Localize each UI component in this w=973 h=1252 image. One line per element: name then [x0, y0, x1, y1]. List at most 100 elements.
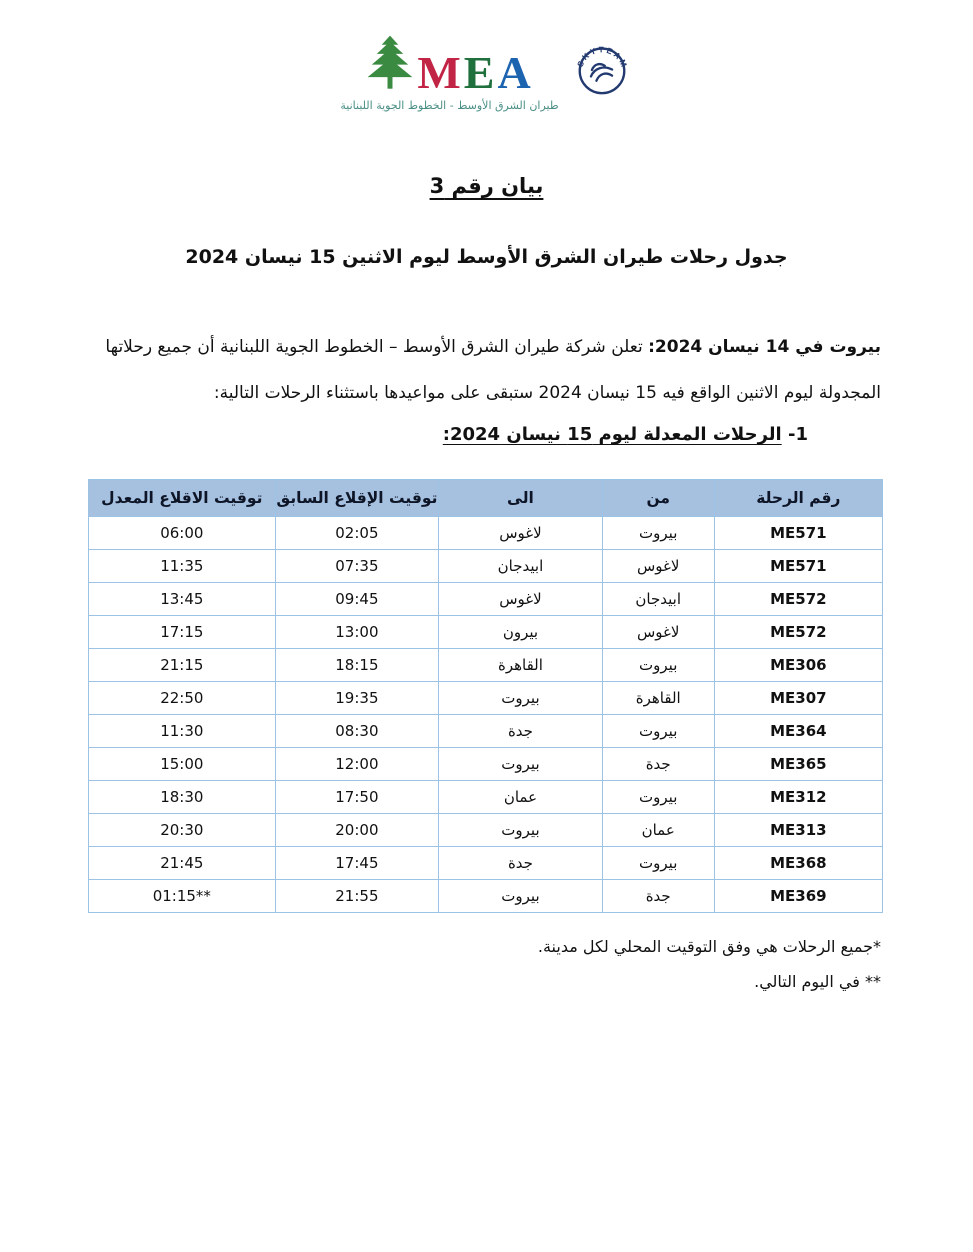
- skyteam-label: SKYTEAM: [575, 45, 626, 70]
- previous-time-cell: 20:00: [274, 813, 440, 847]
- flight-number-cell: ME368: [713, 846, 884, 880]
- flight-schedule-table: رقم الرحلة من الى توقيت الإقلاع السابق ت…: [88, 479, 884, 913]
- mea-wordmark: MEA: [417, 47, 534, 98]
- origin-cell: لاغوس: [601, 549, 715, 583]
- previous-time-cell: 13:00: [274, 615, 440, 649]
- flight-number-cell: ME572: [713, 615, 884, 649]
- statement-number-title: بيان رقم 3: [429, 174, 544, 198]
- revised-time-cell: 20:30: [88, 813, 276, 847]
- flight-number-cell: ME364: [713, 714, 884, 748]
- flight-number-cell: ME572: [713, 582, 884, 616]
- origin-cell: عمان: [601, 813, 715, 847]
- logo-row: MEA طيران الشرق الأوسط - الخطوط الجوية ا…: [0, 0, 973, 112]
- destination-cell: بيروت: [438, 747, 603, 781]
- revised-time-cell: 22:50: [88, 681, 276, 715]
- destination-cell: بيروت: [438, 813, 603, 847]
- revised-time-cell: 17:15: [88, 615, 276, 649]
- list-number: 1-: [787, 424, 808, 445]
- previous-time-cell: 21:55: [274, 879, 440, 913]
- previous-time-cell: 18:15: [274, 648, 440, 682]
- origin-cell: لاغوس: [601, 615, 715, 649]
- destination-cell: جدة: [438, 714, 603, 748]
- table-row: ME572 لاغوس بيرون 13:00 17:15: [88, 615, 884, 649]
- destination-cell: بيروت: [438, 681, 603, 715]
- revised-time-cell: 21:45: [88, 846, 276, 880]
- origin-cell: بيروت: [601, 714, 715, 748]
- previous-time-cell: 17:45: [274, 846, 440, 880]
- previous-time-cell: 02:05: [274, 516, 440, 550]
- origin-cell: بيروت: [601, 780, 715, 814]
- flight-number-cell: ME369: [713, 879, 884, 913]
- modified-flights-heading: 1- الرحلات المعدلة ليوم 15 نيسان 2024:: [0, 424, 973, 445]
- table-row: ME572 ابيدجان لاغوس 09:45 13:45: [88, 582, 884, 616]
- flight-number-cell: ME365: [713, 747, 884, 781]
- footnote-next-day: ** في اليوم التالي.: [754, 972, 881, 991]
- table-header-row: رقم الرحلة من الى توقيت الإقلاع السابق ت…: [88, 479, 884, 517]
- previous-time-cell: 12:00: [274, 747, 440, 781]
- table-row: ME369 جدة بيروت 21:55 01:15**: [88, 879, 884, 913]
- svg-text:SKYTEAM: SKYTEAM: [575, 45, 628, 70]
- intro-line-1-text: تعلن شركة طيران الشرق الأوسط – الخطوط ال…: [105, 337, 649, 357]
- intro-line-2: المجدولة ليوم الاثنين الواقع فيه 15 نيسا…: [213, 383, 881, 403]
- revised-time-cell: 11:35: [88, 549, 276, 583]
- skyteam-logo-icon: SKYTEAM: [571, 36, 633, 102]
- footnotes: *جميع الرحلات هي وفق التوقيت المحلي لكل …: [88, 929, 881, 999]
- previous-time-cell: 07:35: [274, 549, 440, 583]
- revised-time-cell: 18:30: [88, 780, 276, 814]
- previous-time-cell: 17:50: [274, 780, 440, 814]
- flight-number-cell: ME313: [713, 813, 884, 847]
- origin-cell: بيروت: [601, 516, 715, 550]
- header-from: من: [601, 479, 715, 517]
- destination-cell: بيرون: [438, 615, 603, 649]
- mea-arabic-tagline: طيران الشرق الأوسط - الخطوط الجوية اللبن…: [340, 99, 559, 112]
- destination-cell: عمان: [438, 780, 603, 814]
- origin-cell: بيروت: [601, 846, 715, 880]
- intro-line-1: بيروت في 14 نيسان 2024: تعلن شركة طيران …: [88, 324, 881, 370]
- revised-time-cell: 11:30: [88, 714, 276, 748]
- origin-cell: جدة: [601, 747, 715, 781]
- revised-time-cell: 21:15: [88, 648, 276, 682]
- previous-time-cell: 19:35: [274, 681, 440, 715]
- table-row: ME306 بيروت القاهرة 18:15 21:15: [88, 648, 884, 682]
- destination-cell: جدة: [438, 846, 603, 880]
- table-row: ME364 بيروت جدة 08:30 11:30: [88, 714, 884, 748]
- table-row: ME313 عمان بيروت 20:00 20:30: [88, 813, 884, 847]
- flight-number-cell: ME307: [713, 681, 884, 715]
- destination-cell: لاغوس: [438, 582, 603, 616]
- revised-time-cell: 13:45: [88, 582, 276, 616]
- origin-cell: القاهرة: [601, 681, 715, 715]
- header-flight-number: رقم الرحلة: [713, 479, 884, 517]
- flight-number-cell: ME312: [713, 780, 884, 814]
- intro-paragraph: بيروت في 14 نيسان 2024: تعلن شركة طيران …: [88, 324, 881, 416]
- table-row: ME365 جدة بيروت 12:00 15:00: [88, 747, 884, 781]
- destination-cell: القاهرة: [438, 648, 603, 682]
- footnote-local-time: *جميع الرحلات هي وفق التوقيت المحلي لكل …: [537, 937, 881, 956]
- origin-cell: جدة: [601, 879, 715, 913]
- origin-cell: ابيدجان: [601, 582, 715, 616]
- table-row: ME368 بيروت جدة 17:45 21:45: [88, 846, 884, 880]
- header-to: الى: [438, 479, 603, 517]
- revised-time-cell: 06:00: [88, 516, 276, 550]
- previous-time-cell: 08:30: [274, 714, 440, 748]
- table-row: ME571 لاغوس ابيدجان 07:35 11:35: [88, 549, 884, 583]
- schedule-title: جدول رحلات طيران الشرق الأوسط ليوم الاثن…: [185, 246, 788, 268]
- flight-table-body: ME571 بيروت لاغوس 02:05 06:00 ME571 لاغوس ابيدج…: [88, 516, 884, 913]
- destination-cell: بيروت: [438, 879, 603, 913]
- flight-number-cell: ME306: [713, 648, 884, 682]
- mea-logo: MEA طيران الشرق الأوسط - الخطوط الجوية ا…: [340, 34, 559, 112]
- previous-time-cell: 09:45: [274, 582, 440, 616]
- table-row: ME571 بيروت لاغوس 02:05 06:00: [88, 516, 884, 550]
- dateline: بيروت في 14 نيسان 2024:: [648, 337, 881, 357]
- flight-number-cell: ME571: [713, 549, 884, 583]
- header-revised-departure: توقيت الاقلاع المعدل: [88, 479, 276, 517]
- header-previous-departure: توقيت الإقلاع السابق: [274, 479, 440, 517]
- table-row: ME312 بيروت عمان 17:50 18:30: [88, 780, 884, 814]
- revised-time-cell: 01:15**: [88, 879, 276, 913]
- origin-cell: بيروت: [601, 648, 715, 682]
- destination-cell: ابيدجان: [438, 549, 603, 583]
- revised-time-cell: 15:00: [88, 747, 276, 781]
- destination-cell: لاغوس: [438, 516, 603, 550]
- cedar-tree-icon: [365, 34, 415, 96]
- list-heading-text: الرحلات المعدلة ليوم 15 نيسان 2024:: [442, 424, 782, 445]
